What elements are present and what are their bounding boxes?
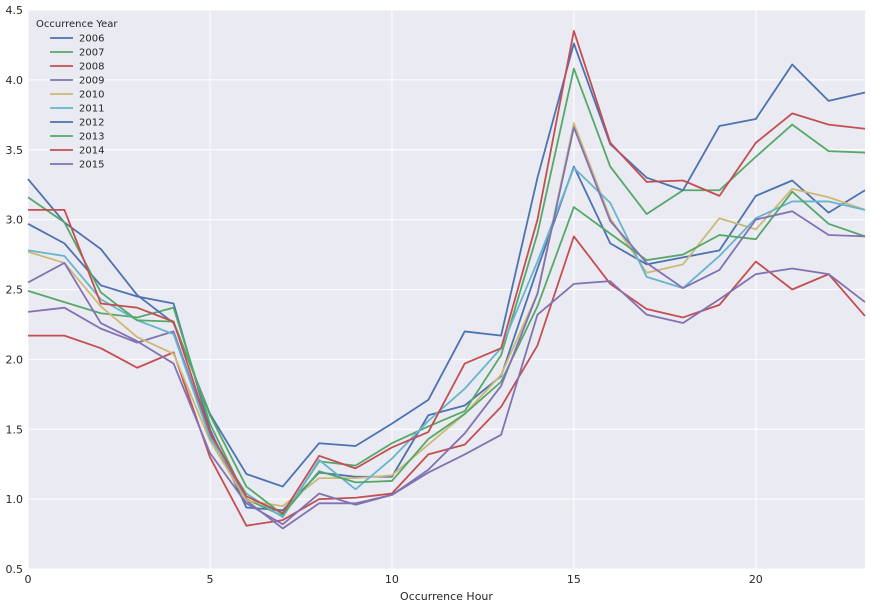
legend-title: Occurrence Year xyxy=(36,19,118,30)
legend-label-2010: 2010 xyxy=(79,90,104,101)
y-tick-labels: 0.5 1.0 1.5 2.0 2.5 3.0 3.5 4.0 4.5 xyxy=(6,4,24,576)
series-line-2013 xyxy=(27,190,866,516)
y-tick-label: 4.5 xyxy=(6,4,24,17)
series-lines xyxy=(27,30,866,530)
legend-label-2014: 2014 xyxy=(79,146,104,157)
y-tick-label: 0.5 xyxy=(6,563,24,576)
x-tick-label: 0 xyxy=(25,573,32,586)
series-line-2008 xyxy=(28,235,866,527)
series-line-2006 xyxy=(27,165,866,512)
legend-label-2011: 2011 xyxy=(79,104,104,115)
legend-label-2009: 2009 xyxy=(79,76,104,87)
y-tick-label: 1.5 xyxy=(6,423,24,436)
y-tick-label: 3.5 xyxy=(6,144,24,157)
series-line-2011 xyxy=(27,167,866,519)
legend-label-2015: 2015 xyxy=(79,160,104,171)
series-line-2007 xyxy=(27,67,866,517)
legend-items: 2006 2007 2008 2009 2010 2011 2012 2013 2014 2015 xyxy=(50,34,104,171)
legend-label-2007: 2007 xyxy=(79,48,104,59)
legend-label-2008: 2008 xyxy=(79,62,104,73)
legend-label-2006: 2006 xyxy=(79,34,104,45)
x-axis-label: Occurrence Hour xyxy=(400,590,493,603)
y-tick-label: 1.0 xyxy=(6,493,24,506)
series-line-2014 xyxy=(28,30,866,514)
x-tick-label: 10 xyxy=(385,573,399,586)
x-tick-label: 20 xyxy=(749,573,763,586)
series-line-2010 xyxy=(27,122,866,508)
legend-label-2012: 2012 xyxy=(79,118,104,129)
y-tick-label: 3.0 xyxy=(6,214,24,227)
legend-label-2013: 2013 xyxy=(79,132,104,143)
legend: Occurrence Year 2006 2007 2008 2009 2010 2011… xyxy=(36,19,118,171)
y-tick-label: 4.0 xyxy=(6,74,24,87)
x-tick-label: 5 xyxy=(206,573,213,586)
series-line-2015 xyxy=(27,126,866,526)
x-tick-labels: 0 5 10 15 20 xyxy=(25,573,763,586)
y-tick-label: 2.0 xyxy=(6,353,24,366)
y-tick-label: 2.5 xyxy=(6,284,24,297)
x-tick-label: 15 xyxy=(567,573,581,586)
series-line-2009 xyxy=(27,267,866,530)
